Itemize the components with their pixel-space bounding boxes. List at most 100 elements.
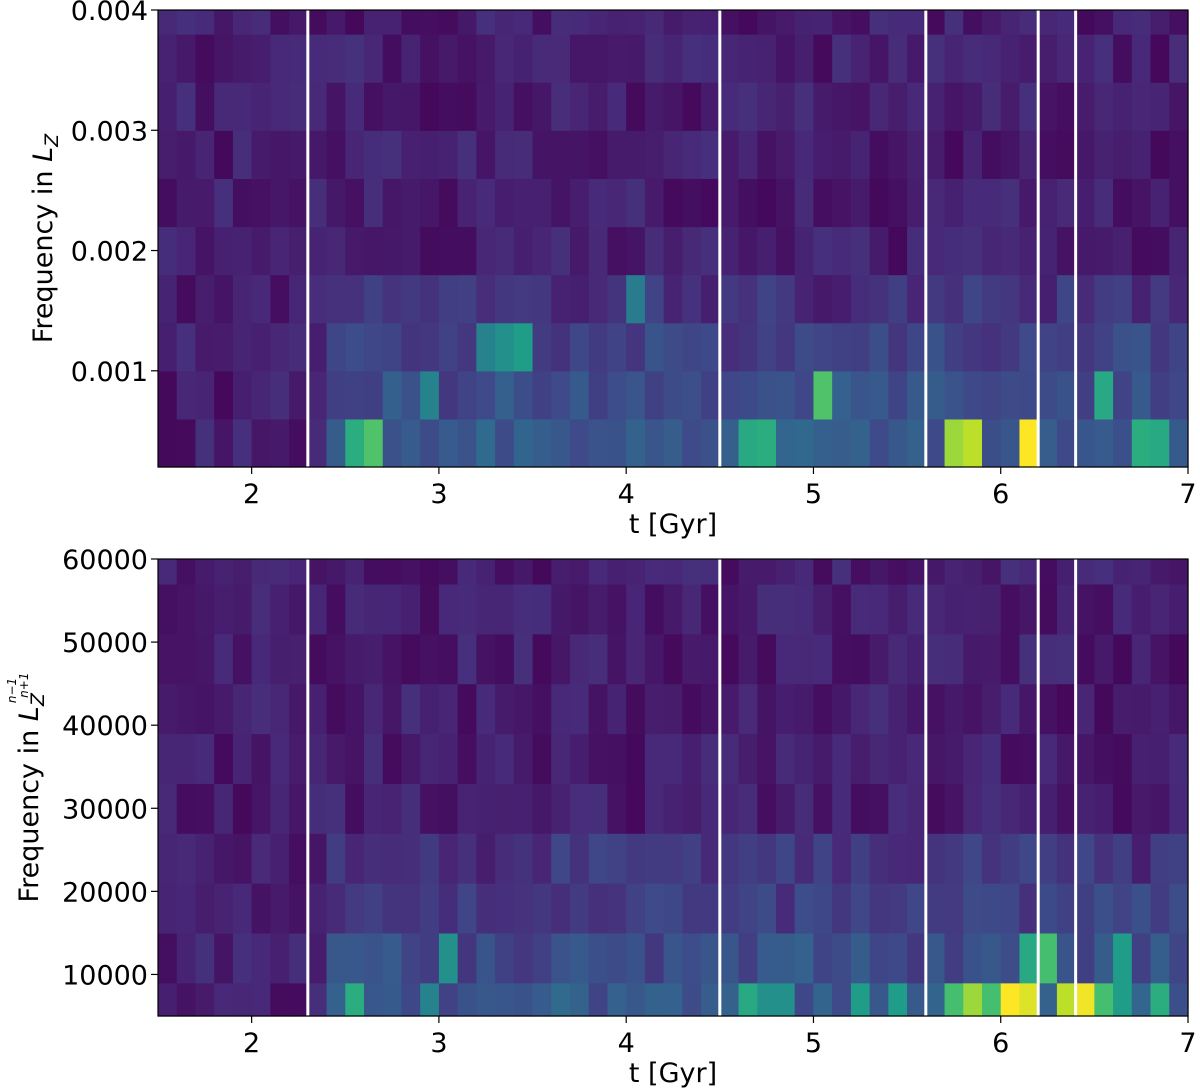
heatmap-cell <box>1150 274 1170 324</box>
heatmap-cell <box>1113 633 1133 685</box>
heatmap-cell <box>289 226 309 276</box>
heatmap-cell <box>307 226 328 276</box>
plot-frame <box>157 9 1189 468</box>
heatmap-cell <box>701 10 721 35</box>
heatmap-cell <box>738 683 758 735</box>
heatmap-cell <box>813 559 833 585</box>
heatmap-cell <box>963 982 983 1017</box>
heatmap-cell <box>832 370 852 420</box>
heatmap-cell <box>719 34 740 83</box>
heatmap-cell <box>1038 82 1058 131</box>
heatmap-cell <box>813 370 833 420</box>
heatmap-cell <box>1056 226 1077 276</box>
heatmap-cell <box>326 733 346 784</box>
heatmap-cell <box>1169 82 1189 131</box>
y-tick-label: 0.003 <box>71 116 148 147</box>
heatmap-cell <box>270 733 290 784</box>
heatmap-cell <box>813 733 833 784</box>
heatmap-cell <box>1000 226 1021 276</box>
heatmap-cell <box>776 683 796 735</box>
heatmap-cell <box>850 932 871 984</box>
heatmap-cell <box>757 783 777 834</box>
heatmap-cell <box>214 178 234 228</box>
heatmap-cell <box>382 178 403 228</box>
heatmap-cell <box>944 10 964 35</box>
heatmap-cell <box>925 130 946 179</box>
heatmap-cell <box>401 982 421 1017</box>
heatmap-cell <box>1094 274 1114 324</box>
heatmap-cell <box>888 883 908 934</box>
heatmap-cell <box>963 883 983 934</box>
heatmap-cell <box>588 783 609 834</box>
heatmap-cell <box>1094 10 1114 35</box>
heatmap-cell <box>270 932 290 984</box>
heatmap-cell <box>776 559 796 585</box>
heatmap-cell <box>570 883 590 934</box>
x-tick-label: 5 <box>805 479 822 510</box>
heatmap-cell <box>850 783 871 834</box>
heatmap-cell <box>757 583 777 635</box>
heatmap-cell <box>214 34 234 83</box>
heatmap-cell <box>513 559 534 585</box>
y-axis-label-symbol: L <box>28 147 59 162</box>
heatmap-cell <box>888 733 908 784</box>
heatmap-cell <box>1113 130 1133 179</box>
heatmap-cell <box>364 559 384 585</box>
heatmap-cell <box>1038 178 1058 228</box>
heatmap-cell <box>289 982 309 1017</box>
heatmap-cell <box>570 10 590 35</box>
heatmap-cell <box>888 982 908 1017</box>
heatmap-cell <box>251 583 271 635</box>
heatmap-cell <box>982 322 1002 372</box>
heatmap-cell <box>626 82 646 131</box>
heatmap-cell <box>420 322 440 372</box>
heatmap-cell <box>1094 733 1114 784</box>
heatmap-cell <box>270 583 290 635</box>
heatmap-cell <box>757 82 777 131</box>
heatmap-cell <box>1169 274 1189 324</box>
heatmap-cell <box>944 783 964 834</box>
heatmap-cell <box>588 178 609 228</box>
heatmap-cell <box>850 226 871 276</box>
heatmap-cell <box>682 10 702 35</box>
heatmap-cell <box>364 783 384 834</box>
heatmap-cell <box>438 370 459 420</box>
heatmap-cell <box>551 34 571 83</box>
heatmap-cell <box>495 583 515 635</box>
heatmap-cell <box>644 583 665 635</box>
heatmap-cell <box>532 559 552 585</box>
heatmap-cell <box>832 583 852 635</box>
x-tick-label: 6 <box>992 1028 1009 1059</box>
heatmap-cell <box>644 418 665 468</box>
heatmap-cell <box>214 370 234 420</box>
heatmap-cell <box>570 274 590 324</box>
heatmap-cell <box>1000 633 1021 685</box>
heatmap-cell <box>963 370 983 420</box>
heatmap-cell <box>663 783 683 834</box>
heatmap-cell <box>307 10 328 35</box>
heatmap-cell <box>289 932 309 984</box>
heatmap-cell <box>232 370 253 420</box>
heatmap-cell <box>382 559 403 585</box>
heatmap-cell <box>607 733 627 784</box>
heatmap-cell <box>644 322 665 372</box>
heatmap-cell <box>850 10 871 35</box>
heatmap-cell <box>289 683 309 735</box>
heatmap-cell <box>176 559 197 585</box>
heatmap-cell <box>307 559 328 585</box>
x-tick-label: 2 <box>243 1028 260 1059</box>
x-axis-ticks: 2 3 4 5 6 7 <box>243 467 1197 510</box>
heatmap-cell <box>232 932 253 984</box>
heatmap-cell <box>1000 82 1021 131</box>
heatmap-cell <box>401 82 421 131</box>
heatmap-cell <box>1169 683 1189 735</box>
heatmap-cell <box>963 178 983 228</box>
heatmap-cell <box>832 10 852 35</box>
heatmap-cell <box>401 130 421 179</box>
heatmap-cell <box>438 583 459 635</box>
heatmap-cell <box>850 274 871 324</box>
heatmap-cell <box>738 130 758 179</box>
heatmap-cell <box>438 833 459 884</box>
heatmap-cell <box>1150 418 1170 468</box>
heatmap-cell <box>682 370 702 420</box>
